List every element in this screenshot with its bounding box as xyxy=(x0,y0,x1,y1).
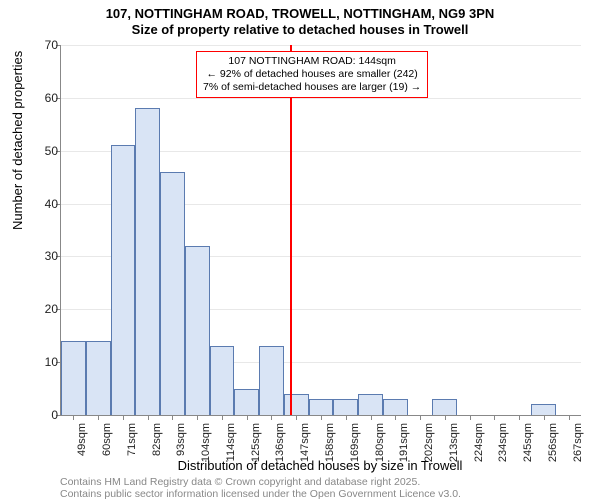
y-tick-label: 40 xyxy=(28,197,58,211)
plot-area: 107 NOTTINGHAM ROAD: 144sqm← 92% of deta… xyxy=(60,45,581,416)
x-tick-label: 234sqm xyxy=(497,423,509,473)
x-tick-mark xyxy=(321,415,322,420)
y-tick-label: 70 xyxy=(28,38,58,52)
x-tick-label: 104sqm xyxy=(200,423,212,473)
histogram-bar xyxy=(358,394,383,415)
x-tick-label: 71sqm xyxy=(126,423,138,473)
x-tick-label: 180sqm xyxy=(374,423,386,473)
x-tick-mark xyxy=(296,415,297,420)
histogram-bar xyxy=(210,346,235,415)
histogram-bar xyxy=(259,346,284,415)
histogram-bar xyxy=(234,389,259,415)
x-tick-label: 147sqm xyxy=(299,423,311,473)
histogram-bar xyxy=(383,399,408,415)
x-tick-label: 169sqm xyxy=(349,423,361,473)
annotation-line: 107 NOTTINGHAM ROAD: 144sqm xyxy=(203,55,421,68)
x-tick-label: 49sqm xyxy=(76,423,88,473)
x-tick-mark xyxy=(569,415,570,420)
x-tick-label: 125sqm xyxy=(250,423,262,473)
x-tick-mark xyxy=(98,415,99,420)
x-tick-mark xyxy=(494,415,495,420)
x-tick-label: 114sqm xyxy=(225,423,237,473)
footer-licence: Contains public sector information licen… xyxy=(60,488,461,500)
histogram-bar xyxy=(185,246,210,415)
gridline xyxy=(61,45,581,46)
x-tick-mark xyxy=(470,415,471,420)
x-tick-mark xyxy=(148,415,149,420)
histogram-bar xyxy=(531,404,556,415)
x-tick-mark xyxy=(222,415,223,420)
histogram-bar xyxy=(309,399,334,415)
y-tick-label: 50 xyxy=(28,144,58,158)
y-tick-label: 10 xyxy=(28,355,58,369)
histogram-bar xyxy=(86,341,111,415)
x-tick-mark xyxy=(544,415,545,420)
x-tick-label: 224sqm xyxy=(473,423,485,473)
x-tick-label: 82sqm xyxy=(151,423,163,473)
chart-title-line2: Size of property relative to detached ho… xyxy=(0,22,600,37)
x-tick-mark xyxy=(346,415,347,420)
histogram-bar xyxy=(333,399,358,415)
x-tick-mark xyxy=(395,415,396,420)
x-tick-mark xyxy=(172,415,173,420)
x-tick-label: 93sqm xyxy=(175,423,187,473)
x-tick-label: 245sqm xyxy=(522,423,534,473)
histogram-bar xyxy=(61,341,86,415)
x-tick-mark xyxy=(420,415,421,420)
x-tick-label: 256sqm xyxy=(547,423,559,473)
histogram-bar xyxy=(160,172,185,415)
y-tick-label: 30 xyxy=(28,249,58,263)
y-tick-label: 0 xyxy=(28,408,58,422)
x-tick-label: 213sqm xyxy=(448,423,460,473)
x-tick-mark xyxy=(445,415,446,420)
histogram-bar xyxy=(432,399,457,415)
x-tick-mark xyxy=(271,415,272,420)
x-tick-label: 60sqm xyxy=(101,423,113,473)
x-tick-mark xyxy=(123,415,124,420)
annotation-box: 107 NOTTINGHAM ROAD: 144sqm← 92% of deta… xyxy=(196,51,428,98)
x-tick-label: 191sqm xyxy=(398,423,410,473)
x-tick-label: 158sqm xyxy=(324,423,336,473)
x-tick-label: 136sqm xyxy=(274,423,286,473)
x-tick-mark xyxy=(519,415,520,420)
chart-title-line1: 107, NOTTINGHAM ROAD, TROWELL, NOTTINGHA… xyxy=(0,6,600,21)
histogram-bar xyxy=(111,145,136,415)
annotation-line: 7% of semi-detached houses are larger (1… xyxy=(203,81,421,94)
x-tick-mark xyxy=(197,415,198,420)
chart-container: 107, NOTTINGHAM ROAD, TROWELL, NOTTINGHA… xyxy=(0,0,600,500)
x-tick-mark xyxy=(247,415,248,420)
y-axis-label: Number of detached properties xyxy=(10,51,25,230)
histogram-bar xyxy=(135,108,160,415)
annotation-line: ← 92% of detached houses are smaller (24… xyxy=(203,68,421,81)
x-tick-label: 202sqm xyxy=(423,423,435,473)
x-tick-label: 267sqm xyxy=(572,423,584,473)
y-tick-label: 20 xyxy=(28,302,58,316)
marker-line xyxy=(290,45,292,415)
y-tick-label: 60 xyxy=(28,91,58,105)
histogram-bar xyxy=(284,394,309,415)
x-tick-mark xyxy=(73,415,74,420)
footer-copyright: Contains HM Land Registry data © Crown c… xyxy=(60,476,420,488)
x-tick-mark xyxy=(371,415,372,420)
